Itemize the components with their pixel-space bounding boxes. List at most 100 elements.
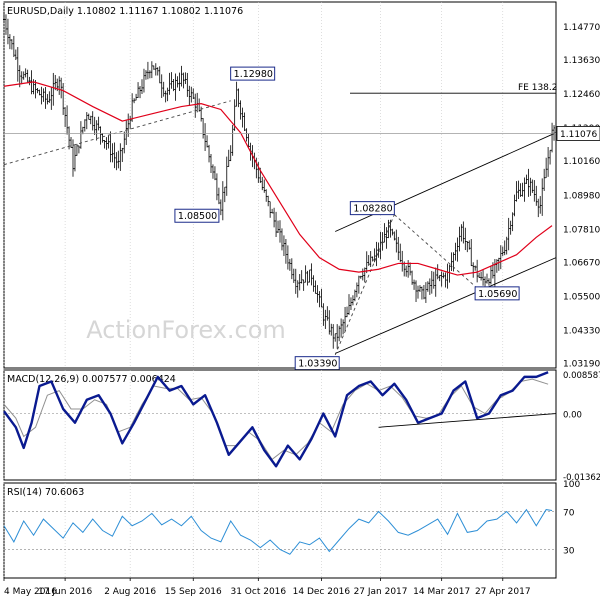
- price-candle: [269, 201, 272, 218]
- price-candle: [489, 265, 492, 285]
- x-tick-label: 27 Jan 2017: [354, 587, 408, 597]
- price-candle: [10, 39, 13, 50]
- price-candle: [14, 49, 17, 60]
- price-candle: [28, 76, 31, 86]
- price-candle: [66, 105, 69, 135]
- price-candle: [385, 227, 388, 249]
- price-candle: [150, 61, 153, 79]
- annotation-box: [174, 208, 220, 223]
- price-candle: [127, 113, 130, 137]
- price-candle: [123, 131, 126, 154]
- price-candle: [148, 70, 151, 79]
- price-candle: [99, 126, 102, 145]
- price-candle: [290, 258, 293, 280]
- price-candle: [553, 125, 556, 141]
- price-panel: 1.147701.136301.124601.112901.101601.089…: [3, 1, 600, 371]
- price-candle: [525, 174, 528, 185]
- price-candle: [497, 257, 500, 271]
- price-candle: [365, 251, 368, 274]
- price-candle: [223, 186, 226, 203]
- price-candle: [174, 73, 177, 101]
- price-candle: [93, 116, 96, 135]
- price-candle: [89, 115, 92, 125]
- price-candle: [6, 18, 9, 45]
- price-candle: [158, 66, 161, 84]
- annotation-label: 1.08500: [178, 211, 217, 222]
- price-candle: [73, 145, 76, 172]
- price-tick-label: 1.08980: [563, 191, 600, 201]
- fe-level-label: FE 138.2: [518, 83, 558, 93]
- price-candle: [265, 189, 268, 202]
- price-candle: [20, 71, 23, 85]
- price-candle: [482, 269, 485, 286]
- price-candle: [521, 182, 524, 197]
- price-tick-label: 1.06670: [563, 258, 600, 268]
- price-candle: [154, 63, 157, 76]
- price-candle: [478, 272, 481, 278]
- price-candle: [101, 133, 104, 143]
- price-candle: [243, 112, 246, 131]
- price-candle: [113, 142, 116, 169]
- price-candle: [190, 86, 193, 103]
- price-candle: [146, 61, 149, 80]
- price-candle: [474, 265, 477, 271]
- price-candle: [511, 212, 514, 232]
- rsi-frame: [3, 482, 557, 579]
- price-candle: [231, 124, 234, 156]
- price-candle: [466, 241, 469, 253]
- x-tick-label: 14 Dec 2016: [293, 587, 351, 597]
- price-candle: [537, 198, 540, 218]
- price-candle: [3, 12, 5, 21]
- price-candle: [426, 281, 429, 292]
- price-candle: [229, 145, 232, 162]
- rsi-panel: 100 70 30 RSI(14) 70.6063: [3, 480, 580, 579]
- price-candle: [300, 270, 303, 284]
- x-tick-label: 14 Mar 2017: [413, 587, 470, 597]
- price-candle: [499, 245, 502, 270]
- price-candle: [487, 278, 490, 286]
- price-candle: [484, 276, 487, 287]
- x-tick-label: 2 Aug 2016: [104, 587, 156, 597]
- price-candle: [351, 295, 354, 306]
- price-candle: [164, 90, 167, 103]
- price-candle: [217, 187, 220, 205]
- price-candle: [261, 176, 264, 191]
- price-candle: [527, 168, 530, 197]
- price-candle: [109, 131, 112, 163]
- price-candle: [12, 35, 15, 58]
- price-candle: [369, 251, 372, 268]
- price-candle: [320, 288, 323, 308]
- annotation-label: 1.08280: [353, 204, 392, 215]
- price-candle: [306, 270, 309, 286]
- watermark: ActionForex.com: [86, 316, 286, 344]
- price-candle: [192, 88, 195, 100]
- price-candle: [52, 72, 55, 106]
- price-candle: [486, 273, 488, 284]
- annotation-label: 1.12980: [234, 69, 273, 80]
- channel-lower-line: [335, 257, 557, 354]
- x-tick-label: 27 Apr 2017: [475, 587, 531, 597]
- price-annotation: 1.08280: [349, 201, 395, 216]
- price-candle: [312, 275, 315, 292]
- price-candle: [172, 78, 175, 92]
- price-candle: [95, 120, 98, 141]
- price-candle: [379, 231, 382, 260]
- price-candle: [509, 220, 512, 235]
- price-candle: [170, 72, 173, 89]
- price-candle: [363, 267, 366, 283]
- price-candle: [206, 135, 209, 148]
- price-candle: [444, 272, 447, 288]
- price-candle: [413, 279, 416, 290]
- price-candle: [460, 224, 463, 242]
- price-candle: [304, 265, 307, 283]
- price-annotation: 1.08500: [174, 208, 220, 223]
- price-candle: [503, 240, 506, 256]
- moving-average-line: [3, 81, 553, 276]
- price-candle: [547, 146, 550, 177]
- price-tick-label: 1.14770: [563, 23, 600, 33]
- price-candle: [188, 85, 191, 107]
- price-candle: [79, 121, 82, 149]
- price-candle: [227, 149, 230, 167]
- price-candle: [428, 278, 431, 295]
